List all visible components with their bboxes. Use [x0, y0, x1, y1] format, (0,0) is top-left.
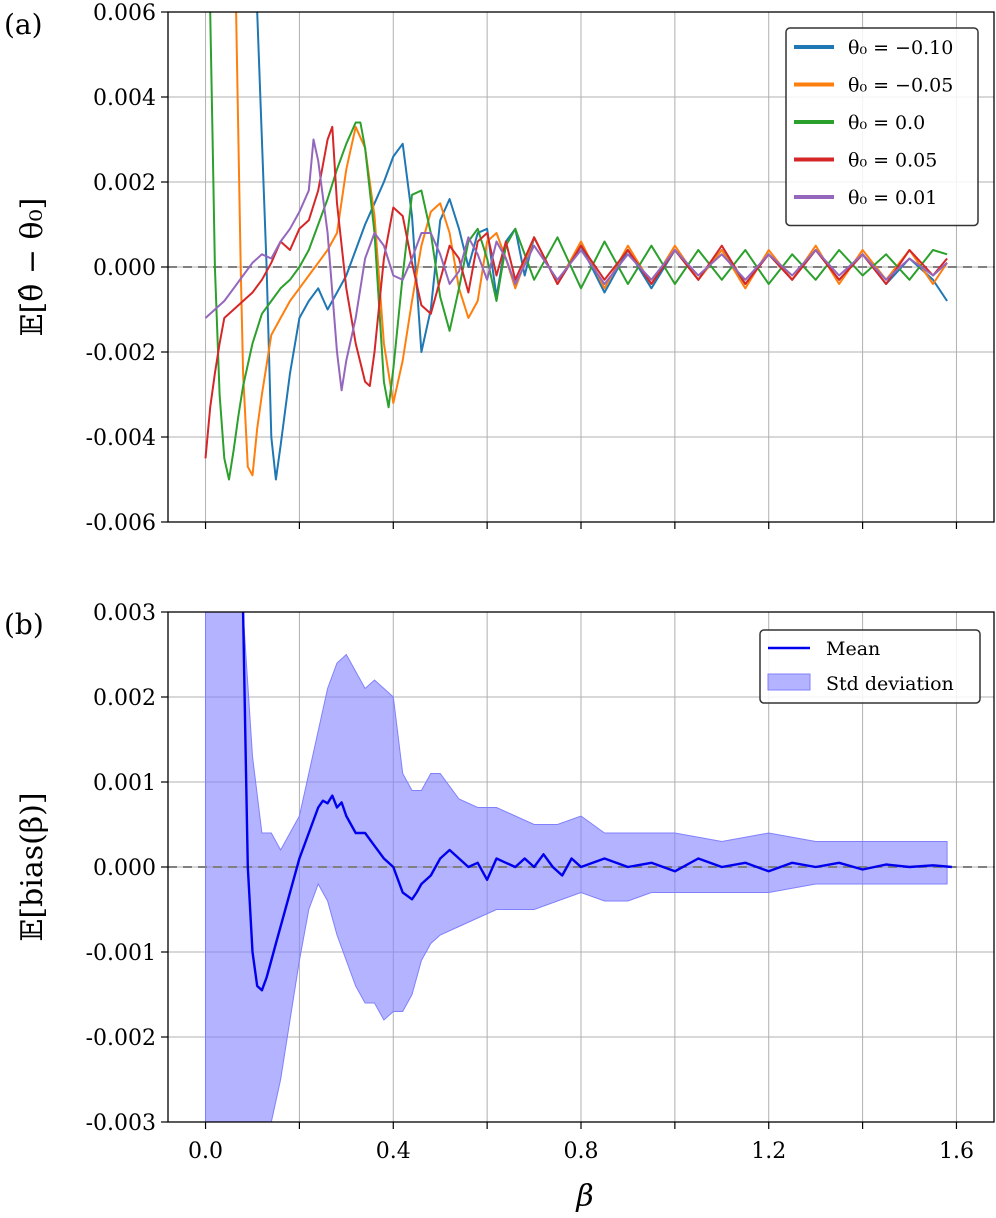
chart-panel-b: 0.0 0.4 0.8 1.2 1.6 -0.003 -0.002 -0.001 0.000 0… [4, 601, 995, 1214]
y-tick-label-a-0: -0.006 [86, 511, 156, 536]
y-tick-label-b-0: -0.003 [86, 1111, 156, 1136]
legend-label-b-1: Std deviation [826, 673, 954, 695]
y-tick-label-a-5: 0.004 [93, 86, 156, 111]
y-axis-label-a: 𝔼[θ̂ − θ₀] [15, 198, 50, 337]
x-ticks-a [204, 522, 958, 529]
legend-swatch-b-1 [767, 673, 811, 691]
series-line-a-4 [204, 138, 948, 392]
y-tick-label-b-4: 0.001 [93, 771, 156, 796]
legend-label-b-0: Mean [826, 638, 880, 660]
x-tick-label-b-4: 1.6 [939, 1139, 974, 1164]
y-tick-label-a-4: 0.002 [93, 171, 156, 196]
x-axis-label-b: β [575, 1179, 593, 1214]
y-tick-label-b-3: 0.000 [93, 856, 156, 881]
y-tick-label-a-1: -0.004 [86, 426, 156, 451]
y-tick-label-b-6: 0.003 [93, 601, 156, 626]
series-line-a-2 [209, 12, 948, 481]
y-tick-label-a-3: 0.000 [93, 256, 156, 281]
legend-label-a-1: θ₀ = −0.05 [848, 75, 953, 97]
y-tick-label-a-2: -0.002 [86, 341, 156, 366]
y-axis-label-b: 𝔼[bias(β)] [15, 792, 50, 941]
legend-frame-a [785, 27, 979, 227]
y-tick-label-a-6: 0.006 [93, 1, 156, 26]
legend-frame-b [759, 629, 981, 704]
y-ticks-a: -0.006 -0.004 -0.002 0.000 0.002 0.004 0.006 [86, 1, 168, 536]
legend-a: θ₀ = −0.10 θ₀ = −0.05 θ₀ = 0.0 θ₀ = 0.05 θ₀ … [785, 27, 979, 227]
legend-b: Mean Std deviation [759, 629, 981, 704]
chart-panel-a: -0.006 -0.004 -0.002 0.000 0.002 0.004 0.006 (… [4, 1, 995, 536]
x-tick-label-b-0: 0.0 [188, 1139, 223, 1164]
plot-area-b [168, 612, 994, 1122]
panel-label-a: (a) [4, 8, 43, 41]
panel-label-b: (b) [4, 608, 44, 641]
legend-label-a-3: θ₀ = 0.05 [848, 150, 937, 172]
y-tick-label-b-2: -0.001 [86, 941, 156, 966]
y-tick-label-b-1: -0.002 [86, 1026, 156, 1051]
legend-label-a-2: θ₀ = 0.0 [848, 112, 925, 134]
x-tick-label-b-1: 0.4 [376, 1139, 411, 1164]
y-ticks-b: -0.003 -0.002 -0.001 0.000 0.001 0.002 0.003 [86, 601, 168, 1136]
legend-label-a-0: θ₀ = −0.10 [848, 37, 953, 59]
x-tick-label-b-2: 0.8 [564, 1139, 599, 1164]
series-line-a-1 [235, 12, 948, 477]
series-line-b-0 [241, 612, 952, 992]
x-ticks-b: 0.0 0.4 0.8 1.2 1.6 [188, 1122, 974, 1164]
y-tick-label-b-5: 0.002 [93, 686, 156, 711]
x-tick-label-b-3: 1.2 [751, 1139, 786, 1164]
legend-label-a-4: θ₀ = 0.01 [848, 187, 937, 209]
plot-area-a [168, 12, 994, 481]
